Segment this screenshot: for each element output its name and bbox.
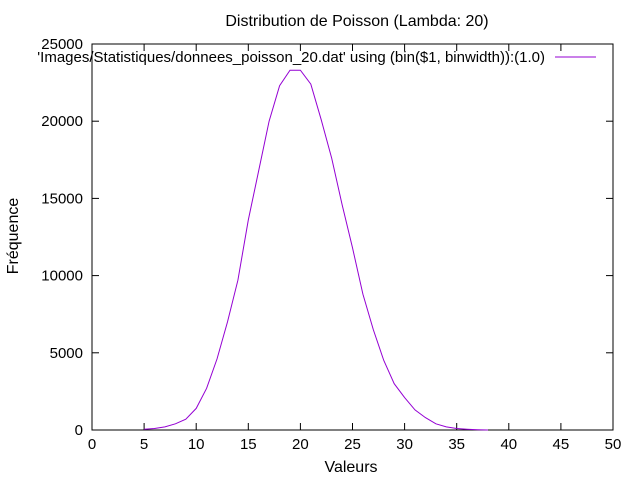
x-tick-label: 50 <box>605 436 622 453</box>
y-axis: 0 5000 10000 15000 20000 25000 <box>41 36 613 439</box>
series-layer <box>144 69 489 431</box>
x-tick-label: 25 <box>344 436 361 453</box>
x-axis: 0 5 10 15 20 25 30 35 40 45 50 <box>88 44 622 453</box>
x-tick-label: 15 <box>240 436 257 453</box>
x-tick-label: 10 <box>188 436 205 453</box>
x-axis-label: Valeurs <box>324 459 377 476</box>
y-tick-label: 15000 <box>41 190 83 207</box>
y-tick-label: 5000 <box>50 345 83 362</box>
series-line <box>144 69 489 431</box>
y-tick-label: 10000 <box>41 268 83 285</box>
legend-label: 'Images/Statistiques/donnees_poisson_20.… <box>37 49 545 66</box>
x-tick-label: 45 <box>553 436 570 453</box>
y-axis-label: Fréquence <box>5 198 22 275</box>
y-tick-label: 0 <box>75 422 83 439</box>
y-tick-label: 20000 <box>41 113 83 130</box>
x-tick-label: 20 <box>292 436 309 453</box>
x-tick-label: 30 <box>396 436 413 453</box>
x-tick-label: 40 <box>500 436 517 453</box>
plot-frame-border <box>91 43 614 431</box>
chart-title: Distribution de Poisson (Lambda: 20) <box>225 13 488 30</box>
x-tick-label: 0 <box>88 436 96 453</box>
x-tick-label: 5 <box>140 436 148 453</box>
legend: 'Images/Statistiques/donnees_poisson_20.… <box>37 49 596 66</box>
plot-frame <box>91 43 614 431</box>
y-tick-label: 25000 <box>41 36 83 53</box>
x-tick-label: 35 <box>448 436 465 453</box>
